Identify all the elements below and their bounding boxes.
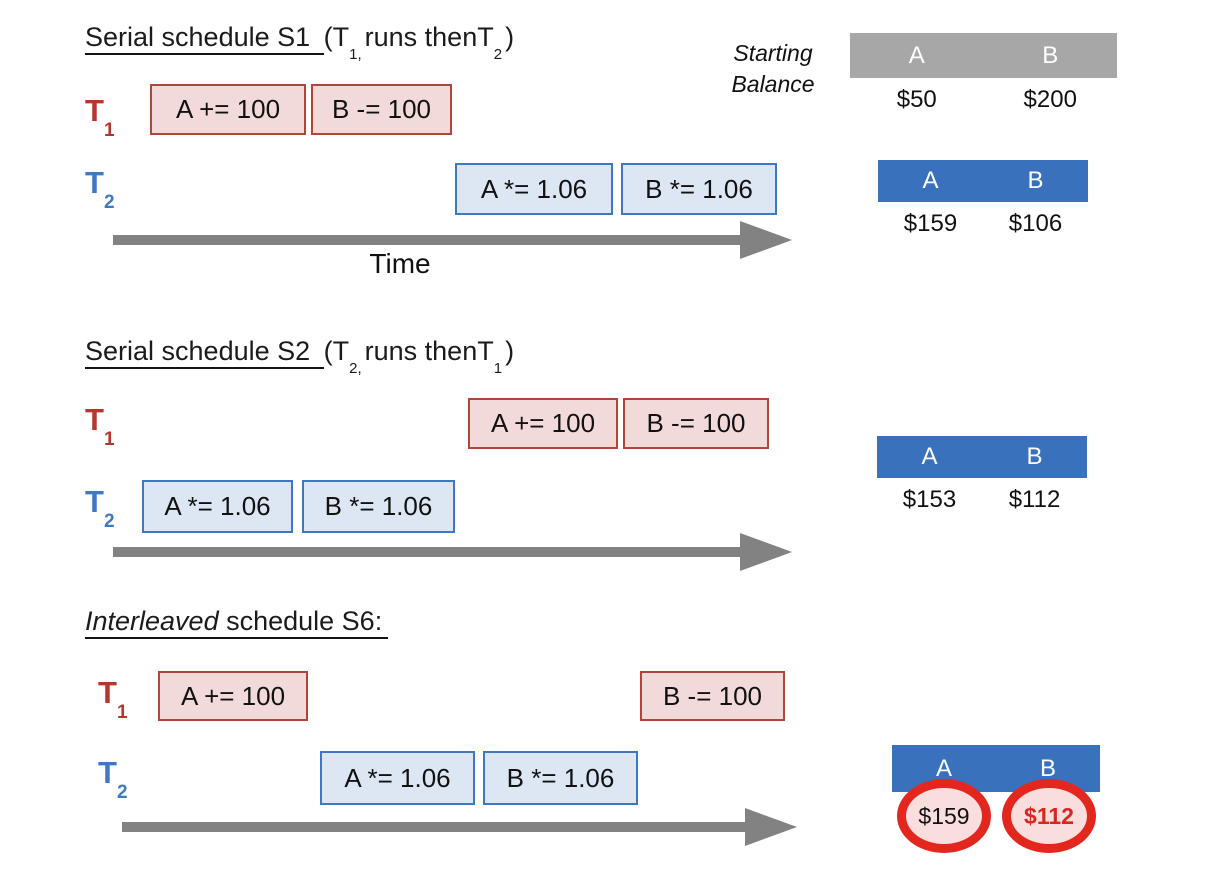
- s6-t1-op-b: B -= 100: [640, 671, 785, 721]
- s1-t2-op-a: A *= 1.06: [455, 163, 613, 215]
- time-label: Time: [369, 248, 431, 279]
- col-a-header: A: [935, 754, 952, 782]
- balance-a: $50: [896, 86, 937, 113]
- col-b-header: B: [1042, 41, 1059, 69]
- s6-t1-op-a: A += 100: [158, 671, 308, 721]
- s1-result-values: $159 $106: [878, 210, 1088, 238]
- col-b-header: B: [1039, 754, 1056, 782]
- col-a-header: A: [922, 167, 939, 194]
- s2-t2-op-b: B *= 1.06: [302, 480, 455, 533]
- balance-b: $200: [1023, 86, 1077, 113]
- s2-t1-op-a: A += 100: [468, 398, 618, 449]
- s1-title-underlined: Serial schedule S1: [85, 22, 324, 55]
- result-b: $106: [1008, 210, 1063, 237]
- s6-timeline-arrowhead: [745, 808, 797, 846]
- s1-t1-op-a: A += 100: [150, 84, 306, 135]
- result-a: $159: [918, 802, 970, 829]
- starting-balance-values: $50 $200: [850, 86, 1117, 114]
- result-a: $159: [903, 210, 958, 237]
- s2-result-table: A B $153 $112: [877, 436, 1087, 514]
- s2-t2-op-a: A *= 1.06: [142, 480, 293, 533]
- s1-t2-op-b: B *= 1.06: [621, 163, 777, 215]
- s2-result-header: A B: [877, 436, 1087, 478]
- starting-balance-table: A B $50 $200: [850, 33, 1117, 114]
- s1-timeline-arrowhead: [740, 221, 792, 259]
- col-a-header: A: [921, 443, 938, 470]
- s2-t1-label: T1: [85, 402, 115, 451]
- s1-t1-label: T1: [85, 93, 115, 142]
- result-b: $112: [1024, 802, 1074, 829]
- s2-t1-op-b: B -= 100: [623, 398, 769, 449]
- s6-title-underlined: Interleaved schedule S6:: [85, 606, 389, 639]
- s6-result-b-highlight-circle: $112: [1002, 779, 1096, 853]
- starting-balance-header: A B: [850, 33, 1117, 78]
- result-a: $153: [902, 486, 957, 513]
- s1-timeline-arrow: [113, 235, 743, 245]
- s2-title-underlined: Serial schedule S2: [85, 336, 324, 369]
- s6-t1-label: T1: [98, 675, 128, 724]
- s2-timeline-arrowhead: [740, 533, 792, 571]
- s2-t2-label: T2: [85, 484, 115, 533]
- s6-result-a-highlight-circle: $159: [897, 779, 991, 853]
- s6-t2-op-b: B *= 1.06: [483, 751, 638, 805]
- s1-result-table: A B $159 $106: [878, 160, 1088, 238]
- s1-result-header: A B: [878, 160, 1088, 202]
- starting-balance-label: Starting Balance: [731, 40, 815, 98]
- s1-t1-op-b: B -= 100: [311, 84, 452, 135]
- col-b-header: B: [1027, 167, 1044, 194]
- col-a-header: A: [908, 41, 925, 69]
- s6-t2-op-a: A *= 1.06: [320, 751, 475, 805]
- col-b-header: B: [1026, 443, 1043, 470]
- s6-title: Interleaved schedule S6:: [85, 606, 389, 639]
- s6-timeline-arrow: [122, 822, 748, 832]
- s2-timeline-arrow: [113, 547, 743, 557]
- s2-result-values: $153 $112: [877, 486, 1087, 514]
- s2-title: Serial schedule S2 (T2,runs thenT1): [85, 336, 515, 378]
- s1-title: Serial schedule S1 (T1,runs thenT2): [85, 22, 515, 64]
- s6-t2-label: T2: [98, 755, 128, 804]
- s1-t2-label: T2: [85, 165, 115, 214]
- result-b: $112: [1008, 486, 1061, 513]
